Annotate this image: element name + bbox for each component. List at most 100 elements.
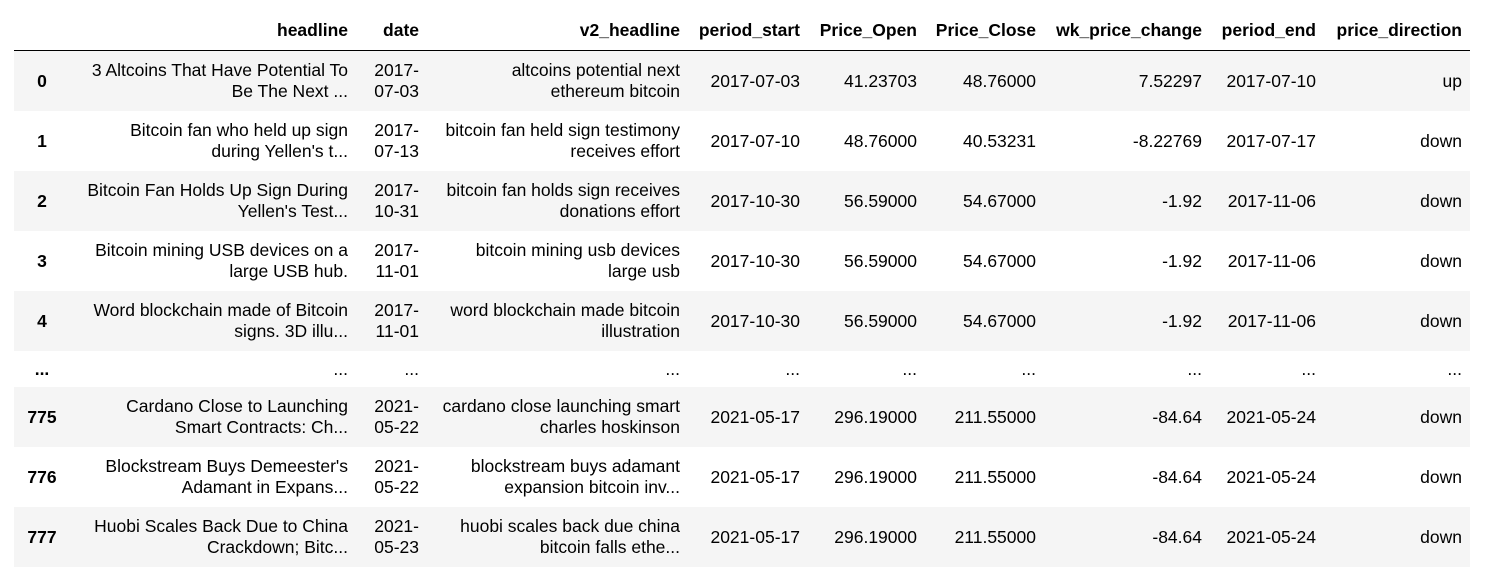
cell-wk-price-change: 7.52297 bbox=[1138, 70, 1202, 91]
cell-price-open: 48.76000 bbox=[844, 130, 917, 151]
cell-wk-price-change: ... bbox=[1187, 358, 1202, 379]
cell-headline: 3 Altcoins That Have Potential To Be The… bbox=[91, 60, 348, 101]
row-index: 775 bbox=[27, 406, 57, 427]
cell-headline: Huobi Scales Back Due to China Crackdown… bbox=[94, 516, 348, 557]
cell-date: 2017-10-31 bbox=[374, 180, 419, 221]
cell-period-start: 2021-05-17 bbox=[710, 406, 800, 427]
row-index: 776 bbox=[27, 466, 57, 487]
header-row: headline date v2_headline period_start P… bbox=[14, 12, 1470, 51]
cell-period-end: 2017-07-10 bbox=[1226, 70, 1316, 91]
cell-price-close: 211.55000 bbox=[954, 526, 1036, 547]
cell-period-end: 2017-11-06 bbox=[1227, 250, 1316, 271]
column-header-headline: headline bbox=[78, 12, 356, 51]
cell-wk-price-change: -84.64 bbox=[1152, 406, 1202, 427]
table-body: 0 3 Altcoins That Have Potential To Be T… bbox=[14, 50, 1470, 567]
column-header-period-start: period_start bbox=[688, 12, 808, 51]
dataframe-table: headline date v2_headline period_start P… bbox=[14, 12, 1470, 567]
table-row: 775 Cardano Close to Launching Smart Con… bbox=[14, 387, 1470, 447]
cell-wk-price-change: -84.64 bbox=[1152, 526, 1202, 547]
cell-period-start: 2017-10-30 bbox=[710, 310, 800, 331]
cell-period-end: 2021-05-24 bbox=[1226, 526, 1316, 547]
cell-price-direction: down bbox=[1420, 526, 1462, 547]
cell-period-end: 2017-11-06 bbox=[1227, 310, 1316, 331]
cell-wk-price-change: -84.64 bbox=[1152, 466, 1202, 487]
cell-price-direction: down bbox=[1420, 310, 1462, 331]
column-header-index bbox=[14, 12, 78, 51]
cell-v2-headline: altcoins potential next ethereum bitcoin bbox=[511, 60, 680, 101]
row-index: 1 bbox=[37, 130, 47, 151]
cell-period-start: 2017-07-10 bbox=[710, 130, 800, 151]
row-index: 4 bbox=[37, 310, 47, 331]
table-row: 3 Bitcoin mining USB devices on a large … bbox=[14, 231, 1470, 291]
column-header-price-direction: price_direction bbox=[1324, 12, 1470, 51]
cell-date: 2017-11-01 bbox=[374, 300, 419, 341]
table-row: 4 Word blockchain made of Bitcoin signs.… bbox=[14, 291, 1470, 351]
cell-price-open: 56.59000 bbox=[844, 310, 917, 331]
ellipsis-row: ... ... ... ... ... ... ... ... ... ... bbox=[14, 351, 1470, 387]
cell-price-direction: down bbox=[1420, 130, 1462, 151]
cell-price-open: 296.19000 bbox=[834, 466, 917, 487]
cell-price-close: 54.67000 bbox=[963, 310, 1036, 331]
cell-date: ... bbox=[404, 358, 419, 379]
cell-date: 2017-11-01 bbox=[374, 240, 419, 281]
column-header-period-end: period_end bbox=[1210, 12, 1324, 51]
cell-headline: Word blockchain made of Bitcoin signs. 3… bbox=[93, 300, 348, 341]
cell-date: 2017-07-03 bbox=[374, 60, 419, 101]
cell-wk-price-change: -1.92 bbox=[1162, 310, 1202, 331]
cell-price-open: 296.19000 bbox=[834, 526, 917, 547]
cell-price-close: 211.55000 bbox=[954, 466, 1036, 487]
cell-price-open: 56.59000 bbox=[844, 250, 917, 271]
cell-price-direction: up bbox=[1442, 70, 1462, 91]
table-row: 1 Bitcoin fan who held up sign during Ye… bbox=[14, 111, 1470, 171]
cell-price-close: ... bbox=[1021, 358, 1036, 379]
cell-period-start: 2017-10-30 bbox=[710, 250, 800, 271]
column-header-date: date bbox=[356, 12, 427, 51]
cell-period-start: 2017-10-30 bbox=[710, 190, 800, 211]
cell-headline: Blockstream Buys Demeester's Adamant in … bbox=[105, 456, 348, 497]
cell-period-start: 2017-07-03 bbox=[710, 70, 800, 91]
cell-price-direction: down bbox=[1420, 406, 1462, 427]
cell-price-direction: ... bbox=[1447, 358, 1462, 379]
cell-v2-headline: bitcoin fan holds sign receives donation… bbox=[446, 180, 680, 221]
table-row: 0 3 Altcoins That Have Potential To Be T… bbox=[14, 50, 1470, 111]
table-row: 777 Huobi Scales Back Due to China Crack… bbox=[14, 507, 1470, 567]
cell-headline: Bitcoin fan who held up sign during Yell… bbox=[130, 120, 348, 161]
cell-price-close: 211.55000 bbox=[954, 406, 1036, 427]
cell-v2-headline: bitcoin mining usb devices large usb bbox=[475, 240, 680, 281]
cell-period-end: ... bbox=[1301, 358, 1316, 379]
column-header-price-close: Price_Close bbox=[925, 12, 1044, 51]
cell-date: 2021-05-22 bbox=[374, 396, 419, 437]
cell-price-open: 56.59000 bbox=[844, 190, 917, 211]
cell-v2-headline: huobi scales back due china bitcoin fall… bbox=[460, 516, 680, 557]
table-row: 776 Blockstream Buys Demeester's Adamant… bbox=[14, 447, 1470, 507]
table-header: headline date v2_headline period_start P… bbox=[14, 12, 1470, 51]
cell-price-close: 54.67000 bbox=[963, 190, 1036, 211]
row-index: 0 bbox=[37, 70, 47, 91]
cell-price-direction: down bbox=[1420, 466, 1462, 487]
column-header-v2-headline: v2_headline bbox=[427, 12, 688, 51]
column-header-price-open: Price_Open bbox=[808, 12, 925, 51]
row-index: 2 bbox=[37, 190, 47, 211]
cell-wk-price-change: -1.92 bbox=[1162, 250, 1202, 271]
cell-wk-price-change: -8.22769 bbox=[1132, 130, 1202, 151]
cell-price-direction: down bbox=[1420, 190, 1462, 211]
cell-period-start: ... bbox=[785, 358, 800, 379]
cell-period-end: 2021-05-24 bbox=[1226, 406, 1316, 427]
cell-wk-price-change: -1.92 bbox=[1162, 190, 1202, 211]
cell-headline: Cardano Close to Launching Smart Contrac… bbox=[126, 396, 348, 437]
cell-v2-headline: ... bbox=[665, 358, 680, 379]
cell-price-open: 296.19000 bbox=[834, 406, 917, 427]
cell-date: 2017-07-13 bbox=[374, 120, 419, 161]
cell-period-start: 2021-05-17 bbox=[710, 526, 800, 547]
cell-headline: Bitcoin mining USB devices on a large US… bbox=[95, 240, 348, 281]
cell-headline: Bitcoin Fan Holds Up Sign During Yellen'… bbox=[87, 180, 348, 221]
cell-date: 2021-05-23 bbox=[374, 516, 419, 557]
cell-v2-headline: bitcoin fan held sign testimony receives… bbox=[445, 120, 680, 161]
cell-price-open: ... bbox=[902, 358, 917, 379]
cell-period-end: 2017-07-17 bbox=[1226, 130, 1316, 151]
row-index: 777 bbox=[27, 526, 57, 547]
cell-v2-headline: word blockchain made bitcoin illustratio… bbox=[450, 300, 680, 341]
column-header-wk-price-change: wk_price_change bbox=[1044, 12, 1210, 51]
cell-period-start: 2021-05-17 bbox=[710, 466, 800, 487]
